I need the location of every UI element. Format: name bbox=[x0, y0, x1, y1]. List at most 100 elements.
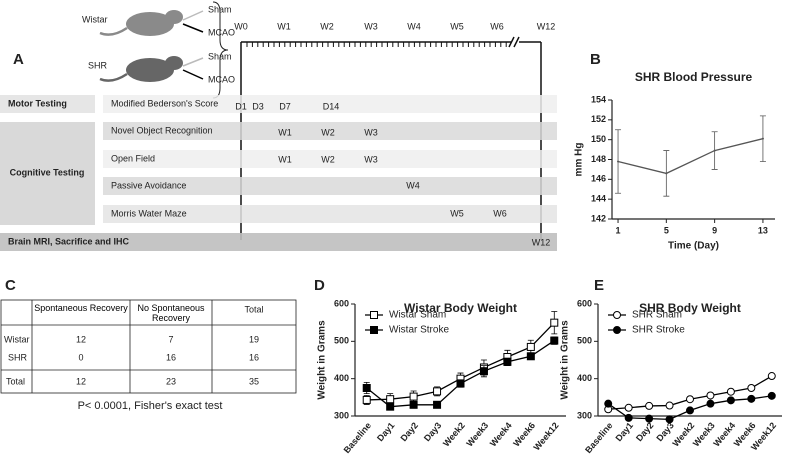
rat-icon bbox=[99, 10, 183, 36]
time-label: W3 bbox=[364, 127, 378, 137]
timeline-ticks bbox=[246, 42, 507, 47]
legend-label: Wistar Sham bbox=[389, 310, 446, 321]
data-point bbox=[747, 394, 756, 403]
arrows bbox=[182, 10, 204, 80]
x-tick-label: Day3 bbox=[422, 420, 443, 443]
legend-marker bbox=[613, 326, 621, 334]
table-grid bbox=[0, 299, 297, 394]
x-tick-label: 9 bbox=[712, 225, 717, 235]
data-point bbox=[550, 336, 559, 345]
time-label: W3 bbox=[364, 154, 378, 164]
data-point bbox=[526, 352, 535, 361]
panel-label: E bbox=[594, 277, 604, 294]
data-point bbox=[503, 357, 512, 366]
data-point bbox=[550, 318, 559, 327]
category-label: Motor Testing bbox=[8, 98, 67, 108]
y-tick-label: 146 bbox=[591, 174, 606, 184]
chart-title: Wistar Body Weight bbox=[404, 301, 517, 315]
data-point bbox=[665, 415, 674, 424]
table-header: Spontaneous Recovery bbox=[34, 303, 128, 313]
series-line bbox=[608, 375, 773, 410]
y-tick-label: 154 bbox=[591, 94, 606, 104]
chart-title: SHR Body Weight bbox=[639, 301, 741, 315]
panel-label: A bbox=[13, 51, 24, 68]
x-tick-label: Baseline bbox=[342, 420, 373, 455]
y-tick-label: 500 bbox=[577, 336, 592, 346]
group-label: SHR bbox=[88, 60, 108, 70]
test-bar bbox=[103, 205, 557, 223]
x-tick-label: Week2 bbox=[441, 420, 467, 448]
cell: 12 bbox=[76, 334, 86, 344]
legend-marker bbox=[370, 326, 378, 334]
data-point bbox=[433, 400, 442, 409]
x-tick-label: Week3 bbox=[464, 420, 490, 448]
data-point bbox=[433, 387, 442, 396]
test-name: Open Field bbox=[111, 153, 155, 163]
cell: 35 bbox=[249, 376, 259, 386]
y-axis-label: Weight in Grams bbox=[560, 320, 571, 400]
data-point bbox=[362, 395, 371, 404]
time-label: D1 bbox=[235, 101, 247, 111]
test-name: Passive Avoidance bbox=[111, 180, 186, 190]
row-label: Total bbox=[6, 376, 25, 386]
time-label: W5 bbox=[450, 208, 464, 218]
cell: 12 bbox=[76, 376, 86, 386]
data-point bbox=[686, 406, 694, 415]
category-label: Cognitive Testing bbox=[10, 167, 85, 177]
x-tick-label: 13 bbox=[758, 225, 768, 235]
data-point bbox=[665, 172, 668, 175]
data-point bbox=[726, 387, 735, 396]
y-tick-label: 148 bbox=[591, 154, 606, 164]
time-label: W12 bbox=[532, 237, 551, 247]
y-tick-label: 400 bbox=[577, 373, 592, 383]
time-label: W4 bbox=[406, 180, 420, 190]
data-point bbox=[409, 392, 418, 401]
y-tick-label: 150 bbox=[591, 134, 606, 144]
data-point bbox=[624, 403, 633, 412]
y-tick-label: 144 bbox=[591, 194, 606, 204]
legend-marker bbox=[370, 311, 378, 319]
data-point bbox=[456, 379, 465, 388]
legend-marker bbox=[613, 311, 621, 319]
panel-label: D bbox=[314, 277, 325, 294]
test-bar bbox=[103, 122, 557, 140]
data-point bbox=[624, 413, 633, 422]
y-tick-label: 152 bbox=[591, 114, 606, 124]
week-label: W2 bbox=[320, 21, 334, 31]
data-point bbox=[362, 384, 371, 392]
data-point bbox=[767, 372, 776, 381]
data-point bbox=[686, 395, 694, 404]
test-name: Morris Water Maze bbox=[111, 208, 187, 218]
legend-label: Wistar Stroke bbox=[389, 325, 449, 336]
time-label: W1 bbox=[278, 154, 292, 164]
x-tick-label: Day1 bbox=[614, 420, 635, 443]
y-tick-label: 142 bbox=[591, 213, 606, 223]
week-label: W0 bbox=[234, 21, 248, 31]
cell: 19 bbox=[249, 334, 259, 344]
test-bar bbox=[103, 95, 557, 113]
week-label: W6 bbox=[490, 21, 504, 31]
cell: 23 bbox=[166, 376, 176, 386]
week-label: W3 bbox=[364, 21, 378, 31]
data-point bbox=[526, 342, 535, 351]
panel-label: C bbox=[5, 277, 16, 294]
table-header: Total bbox=[244, 304, 263, 314]
group-label: Wistar bbox=[82, 14, 108, 24]
cell: 16 bbox=[249, 352, 259, 362]
test-name: Modified Bederson's Score bbox=[111, 98, 218, 108]
x-tick-label: 1 bbox=[616, 225, 621, 235]
arm-label: MCAO bbox=[208, 27, 235, 37]
data-point bbox=[767, 391, 776, 400]
category-box bbox=[0, 122, 95, 225]
data-point bbox=[706, 391, 715, 400]
data-point bbox=[409, 400, 418, 409]
time-label: W6 bbox=[493, 208, 507, 218]
panel-label: B bbox=[590, 51, 601, 68]
rat-icon bbox=[99, 56, 183, 82]
brace bbox=[212, 1, 229, 99]
arm-label: Sham bbox=[208, 51, 232, 61]
time-label: W1 bbox=[278, 127, 292, 137]
final-bar bbox=[0, 233, 557, 251]
cell: 0 bbox=[78, 352, 83, 362]
